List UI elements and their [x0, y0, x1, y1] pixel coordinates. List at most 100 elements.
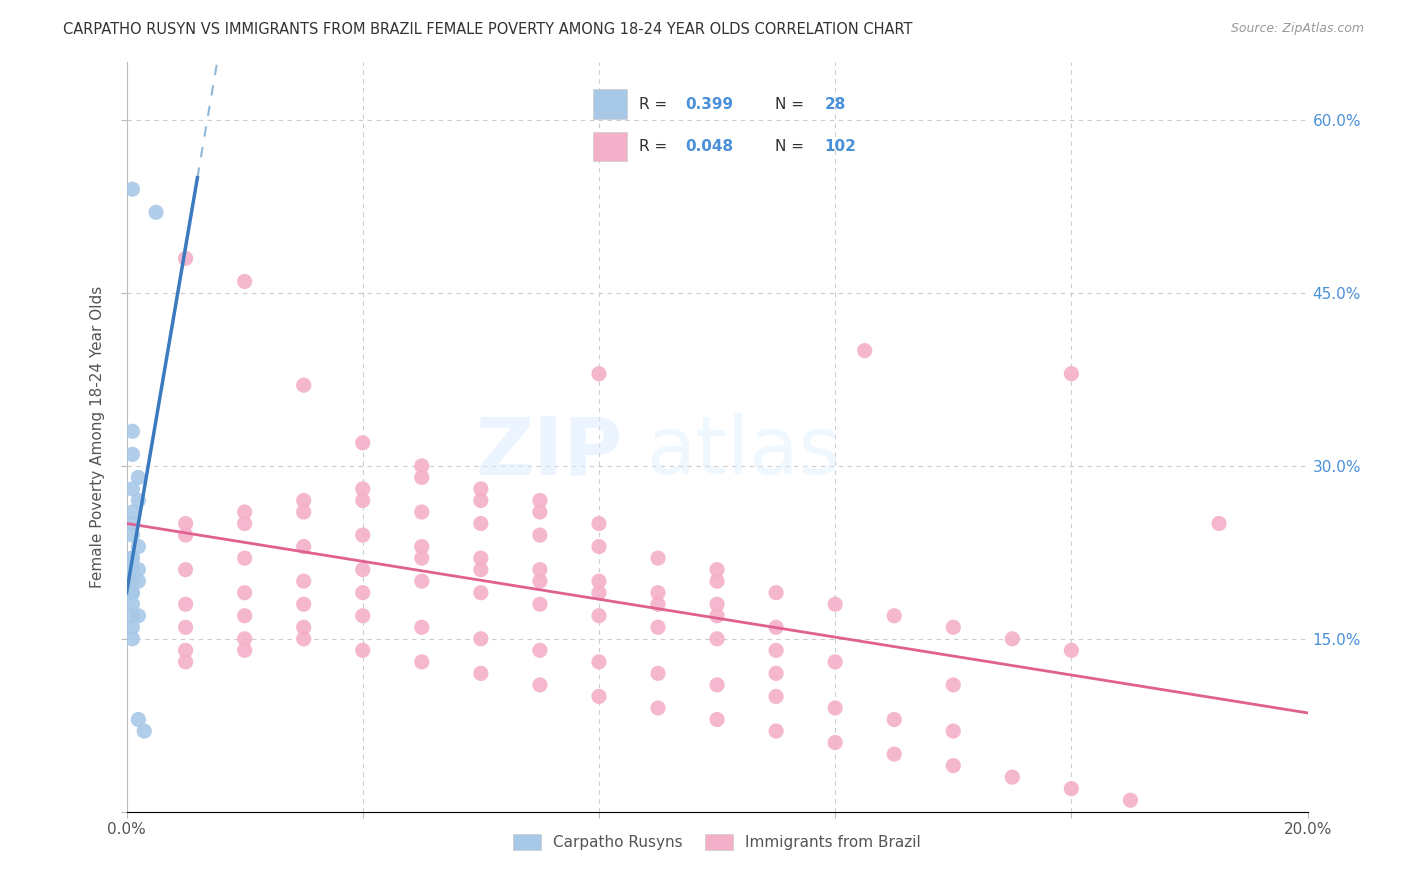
Point	[127, 713, 149, 727]
Text: 0.399: 0.399	[686, 96, 734, 112]
Point	[352, 493, 374, 508]
Text: N =: N =	[775, 96, 804, 112]
Point	[470, 551, 492, 566]
Point	[121, 585, 143, 599]
Point	[411, 505, 433, 519]
Point	[529, 528, 551, 542]
Point	[765, 585, 787, 599]
Point	[1119, 793, 1142, 807]
Point	[1001, 770, 1024, 784]
Point	[1208, 516, 1230, 531]
Point	[529, 597, 551, 611]
Point	[588, 585, 610, 599]
Point	[121, 425, 143, 439]
Point	[352, 528, 374, 542]
Text: R =: R =	[640, 139, 672, 154]
Point	[174, 528, 197, 542]
Point	[292, 574, 315, 589]
Point	[233, 643, 256, 657]
Y-axis label: Female Poverty Among 18-24 Year Olds: Female Poverty Among 18-24 Year Olds	[90, 286, 105, 588]
Point	[174, 597, 197, 611]
Text: ZIP: ZIP	[475, 413, 623, 491]
Point	[121, 620, 143, 634]
Text: R =: R =	[640, 96, 672, 112]
Point	[470, 516, 492, 531]
Point	[470, 482, 492, 496]
Text: atlas: atlas	[647, 413, 841, 491]
Point	[942, 678, 965, 692]
Point	[588, 367, 610, 381]
Point	[127, 470, 149, 484]
Text: N =: N =	[775, 139, 804, 154]
Point	[470, 666, 492, 681]
Point	[765, 666, 787, 681]
Point	[121, 447, 143, 461]
Text: 102: 102	[825, 139, 856, 154]
Point	[174, 620, 197, 634]
Point	[233, 516, 256, 531]
Text: 28: 28	[825, 96, 846, 112]
Point	[174, 516, 197, 531]
Point	[529, 563, 551, 577]
Point	[292, 597, 315, 611]
Point	[765, 690, 787, 704]
Point	[883, 608, 905, 623]
Point	[765, 643, 787, 657]
Point	[352, 585, 374, 599]
Point	[121, 563, 143, 577]
Point	[233, 551, 256, 566]
Point	[706, 632, 728, 646]
Point	[292, 505, 315, 519]
Point	[292, 493, 315, 508]
Point	[647, 666, 669, 681]
Point	[706, 597, 728, 611]
Point	[121, 608, 143, 623]
Point	[1060, 367, 1083, 381]
Point	[647, 551, 669, 566]
Point	[470, 632, 492, 646]
Point	[127, 540, 149, 554]
Text: 0.048: 0.048	[686, 139, 734, 154]
Point	[292, 378, 315, 392]
Text: CARPATHO RUSYN VS IMMIGRANTS FROM BRAZIL FEMALE POVERTY AMONG 18-24 YEAR OLDS CO: CARPATHO RUSYN VS IMMIGRANTS FROM BRAZIL…	[63, 22, 912, 37]
Point	[121, 528, 143, 542]
Point	[470, 585, 492, 599]
Point	[174, 563, 197, 577]
Point	[1060, 781, 1083, 796]
Point	[706, 608, 728, 623]
Point	[411, 551, 433, 566]
Point	[824, 701, 846, 715]
Point	[824, 655, 846, 669]
Bar	[593, 89, 627, 119]
Point	[292, 632, 315, 646]
Point	[647, 620, 669, 634]
Point	[352, 435, 374, 450]
Point	[470, 563, 492, 577]
Point	[127, 493, 149, 508]
Point	[352, 608, 374, 623]
Point	[883, 713, 905, 727]
Point	[134, 724, 156, 739]
Point	[121, 182, 143, 196]
Point	[174, 655, 197, 669]
Point	[352, 482, 374, 496]
Point	[127, 563, 149, 577]
Point	[588, 516, 610, 531]
Point	[411, 655, 433, 669]
Point	[1060, 643, 1083, 657]
Point	[853, 343, 876, 358]
Point	[942, 620, 965, 634]
Point	[1001, 632, 1024, 646]
Point	[145, 205, 167, 219]
Point	[942, 724, 965, 739]
Point	[121, 585, 143, 599]
Point	[121, 516, 143, 531]
Point	[942, 758, 965, 772]
Point	[529, 493, 551, 508]
Point	[588, 655, 610, 669]
Point	[121, 551, 143, 566]
Point	[588, 690, 610, 704]
Point	[883, 747, 905, 761]
Point	[127, 574, 149, 589]
Text: Source: ZipAtlas.com: Source: ZipAtlas.com	[1230, 22, 1364, 36]
